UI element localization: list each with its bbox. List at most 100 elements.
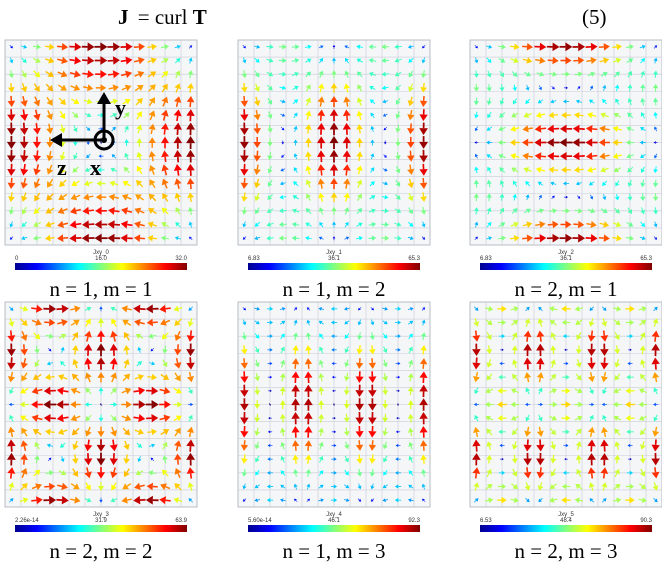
field-arrow-head — [57, 207, 65, 215]
field-arrow-shaft — [590, 473, 594, 479]
field-arrow-shaft — [10, 70, 12, 74]
field-arrow-head — [473, 402, 477, 407]
field-arrow-head — [512, 444, 518, 450]
field-arrow-shaft — [591, 101, 595, 104]
colorbar-label: 90.3 — [640, 518, 652, 524]
field-arrow-head — [552, 220, 559, 229]
field-arrow-shaft — [344, 484, 347, 487]
field-arrow-head — [306, 193, 312, 200]
field-arrow-shaft — [383, 154, 386, 157]
field-arrow-shaft — [344, 237, 347, 240]
field-arrow-head — [356, 165, 363, 172]
field-arrow-head — [159, 304, 167, 313]
field-arrow-head — [602, 196, 607, 201]
field-arrow-head — [21, 483, 28, 490]
field-arrow-head — [501, 470, 506, 475]
field-arrow-head — [510, 415, 517, 421]
field-arrow-shaft — [161, 87, 166, 93]
field-arrow-head — [654, 155, 658, 159]
field-arrow-head — [474, 153, 479, 158]
field-arrow-head — [501, 348, 504, 352]
field-arrow-head — [576, 334, 582, 341]
field-arrow-head — [96, 472, 106, 479]
field-arrow-head — [269, 347, 273, 352]
field-arrow-shaft — [602, 330, 606, 336]
field-arrow-shaft — [110, 390, 114, 395]
field-arrow-head — [383, 320, 388, 325]
field-arrow-shaft — [654, 467, 657, 473]
field-arrow-head — [135, 470, 142, 476]
field-arrow-head — [409, 222, 414, 227]
field-arrow-head — [512, 359, 518, 365]
field-arrow-shaft — [553, 183, 557, 185]
field-arrow-head — [71, 429, 79, 436]
field-arrow-head — [74, 56, 82, 65]
field-arrow-shaft — [590, 87, 592, 91]
field-arrow-head — [254, 376, 260, 382]
field-arrow-head — [162, 361, 168, 368]
field-arrow-shaft — [591, 181, 595, 184]
field-arrow-head — [601, 321, 608, 327]
field-arrow-shaft — [281, 377, 284, 382]
field-arrow-head — [370, 125, 375, 130]
field-arrow-shaft — [577, 195, 579, 198]
field-arrow-shaft — [599, 59, 605, 63]
field-arrow-head — [344, 57, 349, 63]
field-arrow-shaft — [49, 445, 53, 447]
field-arrow-shaft — [21, 70, 25, 75]
field-arrow-shaft — [617, 167, 622, 171]
field-arrow-head — [612, 139, 618, 146]
field-arrow-head — [134, 220, 141, 229]
field-arrow-shaft — [371, 332, 373, 336]
field-arrow-head — [280, 333, 285, 338]
field-arrow-shaft — [126, 483, 132, 487]
field-arrow-head — [395, 142, 401, 147]
field-arrow-shaft — [510, 224, 515, 227]
field-arrow-shaft — [553, 113, 559, 116]
field-arrow-head — [46, 361, 51, 366]
field-arrow-head — [267, 470, 271, 475]
field-arrow-shaft — [514, 363, 517, 368]
field-arrow-head — [511, 471, 518, 477]
field-arrow-head — [292, 345, 299, 351]
field-arrow-shaft — [538, 426, 541, 432]
field-arrow-head — [6, 128, 16, 136]
field-arrow-shaft — [48, 123, 51, 129]
field-arrow-shaft — [110, 414, 114, 419]
field-arrow-head — [135, 194, 142, 201]
field-arrow-head — [513, 57, 519, 64]
field-arrow-shaft — [50, 431, 55, 434]
field-arrow-shaft — [476, 387, 479, 391]
field-arrow-head — [151, 414, 159, 423]
field-arrow-head — [473, 100, 480, 106]
field-arrow-shaft — [255, 346, 258, 350]
field-arrow-head — [501, 457, 504, 461]
field-arrow-head — [629, 470, 634, 475]
panel: Jxy_32.26e-14 31.9 63.9n = 2, m = 2 — [4, 301, 198, 563]
field-arrow-head — [279, 386, 286, 392]
field-arrow-shaft — [113, 169, 118, 172]
field-arrow-shaft — [614, 74, 618, 78]
field-arrow-shaft — [122, 377, 127, 382]
field-arrow-shaft — [423, 45, 426, 47]
field-arrow-head — [356, 97, 363, 104]
field-arrow-head — [342, 122, 351, 130]
field-arrow-head — [552, 71, 558, 77]
field-arrow-shaft — [33, 472, 38, 477]
field-arrow-head — [83, 193, 90, 201]
field-arrow-head — [587, 166, 593, 173]
field-arrow-shaft — [527, 98, 531, 102]
field-arrow-head — [268, 57, 274, 63]
field-arrow-shaft — [112, 439, 115, 446]
field-arrow-shaft — [525, 497, 528, 501]
field-arrow-shaft — [372, 128, 374, 132]
field-arrow-head — [60, 333, 67, 339]
field-arrow-head — [603, 234, 610, 242]
panel: Jxy_00 16.0 32.0n = 1, m = 1 — [4, 39, 198, 301]
field-arrow-shaft — [280, 113, 283, 116]
field-arrow-head — [83, 343, 93, 351]
field-arrow-shaft — [83, 99, 88, 102]
field-arrow-head — [575, 319, 581, 326]
field-arrow-head — [96, 330, 106, 337]
field-arrow-head — [344, 207, 350, 213]
